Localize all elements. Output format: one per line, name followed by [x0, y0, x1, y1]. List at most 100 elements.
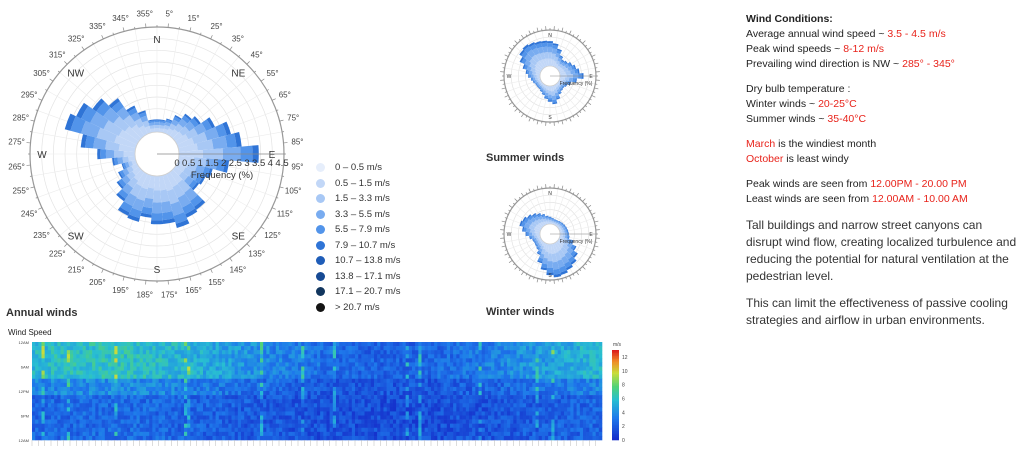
- heatmap-cell: [405, 370, 410, 375]
- heatmap-cell: [253, 358, 258, 363]
- heatmap-cell: [85, 378, 90, 384]
- heatmap-cell: [149, 382, 153, 388]
- heatmap-cell: [329, 395, 334, 400]
- heatmap-cell: [304, 427, 308, 433]
- heatmap-cell: [161, 382, 166, 388]
- rose-bar: [196, 139, 214, 151]
- heatmap-cell: [38, 419, 42, 424]
- heatmap-cell: [437, 399, 441, 404]
- heatmap-cell: [317, 423, 321, 429]
- heatmap-cell: [396, 346, 400, 351]
- heatmap-cell: [453, 403, 457, 408]
- rose-bar: [556, 220, 559, 222]
- heatmap-cell: [275, 419, 280, 424]
- heatmap-cell: [272, 378, 277, 384]
- heatmap-cell: [516, 358, 520, 363]
- heatmap-cell: [190, 411, 194, 416]
- rose-tick: [504, 217, 507, 219]
- heatmap-cell: [336, 382, 340, 388]
- heatmap-cell: [47, 431, 52, 437]
- heatmap-cell: [402, 419, 406, 424]
- heatmap-cell: [538, 346, 543, 351]
- heatmap-cell: [32, 342, 36, 347]
- heatmap-cell: [177, 399, 182, 404]
- heatmap-cell: [408, 342, 413, 347]
- heatmap-cell: [304, 350, 308, 355]
- rose-bar: [541, 93, 546, 96]
- heatmap-cell: [339, 382, 343, 388]
- heatmap-cell: [383, 435, 387, 441]
- rose-bar: [190, 194, 203, 207]
- heatmap-cell: [209, 395, 213, 400]
- heatmap-cell: [557, 395, 562, 400]
- heatmap-cell: [342, 423, 346, 429]
- heatmap-cell: [497, 415, 501, 420]
- heatmap-cell: [35, 427, 39, 433]
- heatmap-cell: [212, 423, 216, 429]
- heatmap-cell: [282, 366, 286, 371]
- heatmap-cell: [203, 427, 207, 433]
- rose-bar: [564, 229, 567, 233]
- legend-label: 10.7 – 13.8 m/s: [335, 255, 401, 267]
- heatmap-cell: [399, 427, 403, 433]
- heatmap-cell: [510, 346, 514, 351]
- winter-winds-caption: Winter winds: [486, 306, 555, 318]
- degree-label: 225°: [49, 250, 66, 259]
- heatmap-cell: [383, 391, 387, 396]
- heatmap-cell: [462, 378, 467, 384]
- heatmap-cell: [431, 358, 435, 363]
- heatmap-cell: [323, 431, 327, 437]
- heatmap-cell: [108, 423, 112, 429]
- rose-bar: [522, 64, 526, 70]
- heatmap-cell: [212, 391, 216, 396]
- degree-label: 215°: [68, 266, 85, 275]
- heatmap-cell: [269, 370, 273, 375]
- heatmap-cell: [70, 358, 74, 363]
- heatmap-cell: [484, 395, 489, 400]
- heatmap-cell: [133, 427, 137, 433]
- heatmap-cell: [168, 342, 172, 347]
- heatmap-cell: [513, 407, 517, 412]
- heatmap-cell: [427, 378, 432, 384]
- heatmap-cell: [285, 366, 289, 371]
- heatmap-cell: [380, 423, 384, 429]
- heatmap-cell: [266, 403, 270, 408]
- heatmap-cell: [522, 399, 527, 404]
- heatmap-cell: [70, 362, 74, 367]
- heatmap-cell: [149, 415, 153, 420]
- heatmap-cell: [263, 427, 267, 433]
- heatmap-cell: [54, 407, 58, 412]
- heatmap-cell: [184, 378, 188, 384]
- rose-bar: [523, 227, 527, 232]
- heatmap-cell: [541, 342, 546, 347]
- rose-bar: [181, 115, 191, 124]
- heatmap-cell: [82, 362, 87, 367]
- heatmap-cell: [57, 403, 61, 408]
- rose-bar: [559, 87, 563, 91]
- heatmap-cell: [127, 391, 131, 396]
- rose-bar: [560, 222, 564, 226]
- heatmap-cell: [450, 403, 454, 408]
- rose-tick: [220, 42, 222, 45]
- heatmap-cell: [313, 423, 318, 429]
- heatmap-cell: [177, 419, 182, 424]
- heatmap-cell: [285, 374, 289, 380]
- heatmap-cell: [456, 346, 460, 351]
- rose-bar: [565, 83, 568, 87]
- heatmap-cell: [180, 358, 185, 363]
- heatmap-cell: [465, 391, 470, 396]
- heatmap-cell: [177, 354, 182, 359]
- heatmap-cell: [114, 374, 118, 380]
- heatmap-cell: [307, 427, 311, 433]
- heatmap-cell: [478, 350, 482, 355]
- heatmap-cell: [339, 342, 343, 347]
- heatmap-cell: [415, 382, 419, 388]
- heatmap-cell: [386, 407, 391, 412]
- heatmap-cell: [364, 403, 368, 408]
- heatmap-cell: [152, 407, 156, 412]
- heatmap-cell: [396, 427, 400, 433]
- heatmap-cell: [497, 427, 501, 433]
- heatmap-cell: [60, 411, 64, 416]
- heatmap-cell: [111, 370, 115, 375]
- heatmap-cell: [443, 358, 448, 363]
